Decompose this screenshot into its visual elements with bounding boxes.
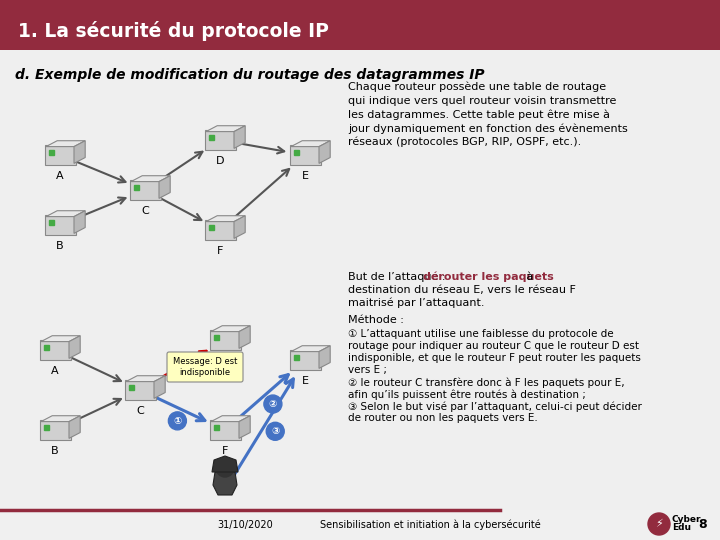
Text: E: E [302,376,308,387]
Polygon shape [291,346,330,352]
Text: But de l’attaque :: But de l’attaque : [348,272,449,282]
FancyBboxPatch shape [40,340,71,360]
Text: B: B [51,447,59,456]
Polygon shape [131,176,170,181]
Polygon shape [211,416,251,422]
FancyBboxPatch shape [0,50,720,510]
Polygon shape [46,141,85,146]
FancyBboxPatch shape [210,420,240,440]
Text: destination du réseau E, vers le réseau F: destination du réseau E, vers le réseau … [348,285,576,295]
Text: de router ou non les paquets vers E.: de router ou non les paquets vers E. [348,413,538,423]
Polygon shape [159,176,170,198]
Text: F: F [222,447,228,456]
Bar [44,424,49,430]
Text: ①: ① [174,416,181,426]
Polygon shape [319,346,330,368]
Polygon shape [239,326,251,348]
FancyBboxPatch shape [210,330,240,350]
Text: C: C [136,407,144,416]
FancyBboxPatch shape [45,215,76,235]
Polygon shape [74,211,85,233]
Text: A: A [56,171,64,181]
Polygon shape [41,416,80,422]
Polygon shape [234,215,246,238]
Text: 1. La sécurité du protocole IP: 1. La sécurité du protocole IP [18,21,329,41]
Text: ③: ③ [271,426,279,436]
FancyBboxPatch shape [167,352,243,382]
Bar [49,150,54,154]
Text: ③ Selon le but visé par l’attaquant, celui-ci peut décider: ③ Selon le but visé par l’attaquant, cel… [348,401,642,411]
Polygon shape [319,141,330,164]
Polygon shape [206,215,246,221]
Polygon shape [212,456,238,472]
Text: B: B [56,241,64,252]
Bar [209,134,214,140]
Polygon shape [69,336,80,359]
Text: afin qu’ils puissent être routés à destination ;: afin qu’ils puissent être routés à desti… [348,389,586,400]
Bar [294,150,299,154]
Text: routage pour indiquer au routeur C que le routeur D est: routage pour indiquer au routeur C que l… [348,341,639,351]
FancyBboxPatch shape [289,350,320,370]
Polygon shape [213,472,237,495]
Text: A: A [51,367,59,376]
Text: Edu: Edu [672,523,691,532]
Text: Cyber: Cyber [672,516,701,524]
FancyBboxPatch shape [204,130,235,150]
Text: Méthode :: Méthode : [348,315,404,325]
Circle shape [216,459,234,477]
Circle shape [266,422,284,440]
FancyBboxPatch shape [289,145,320,165]
FancyBboxPatch shape [40,420,71,440]
Polygon shape [46,211,85,217]
Text: C: C [141,206,149,217]
Bar [294,355,299,360]
Text: d. Exemple de modification du routage des datagrammes IP: d. Exemple de modification du routage de… [15,68,485,82]
Text: F: F [217,246,223,256]
Circle shape [168,412,186,430]
Polygon shape [154,376,165,399]
Bar [49,220,54,225]
Polygon shape [74,141,85,164]
Text: 31/10/2020: 31/10/2020 [217,520,273,530]
Bar [44,345,49,349]
Text: ②: ② [269,399,277,409]
Text: maitrisé par l’attaquant.: maitrisé par l’attaquant. [348,298,485,308]
Polygon shape [239,416,251,438]
Polygon shape [69,416,80,438]
Bar [134,185,139,190]
Text: 8: 8 [698,518,707,531]
Text: vers E ;: vers E ; [348,365,387,375]
Text: ⚡: ⚡ [655,519,663,529]
Text: Chaque routeur possède une table de routage
qui indique vers quel routeur voisin: Chaque routeur possède une table de rout… [348,82,628,147]
Circle shape [648,513,670,535]
Text: D: D [221,356,229,367]
FancyBboxPatch shape [204,220,235,240]
Text: ① L’attaquant utilise une faiblesse du protocole de: ① L’attaquant utilise une faiblesse du p… [348,329,613,339]
Text: dérouter les paquets: dérouter les paquets [423,272,554,282]
Text: à: à [523,272,534,282]
FancyBboxPatch shape [0,0,720,50]
Polygon shape [291,141,330,146]
Text: E: E [302,171,308,181]
Circle shape [264,395,282,413]
FancyBboxPatch shape [45,145,76,165]
Polygon shape [206,126,246,132]
Polygon shape [211,326,251,332]
Bar [129,384,134,389]
Polygon shape [126,376,165,382]
Text: Message: D est
indisponible: Message: D est indisponible [173,357,237,377]
Text: D: D [216,157,224,166]
Polygon shape [41,336,80,342]
Bar [209,225,214,230]
FancyBboxPatch shape [130,180,161,200]
Text: Sensibilisation et initiation à la cybersécurité: Sensibilisation et initiation à la cyber… [320,519,541,530]
FancyBboxPatch shape [125,380,156,400]
Polygon shape [234,126,246,148]
Bar [214,335,219,340]
Text: indisponible, et que le routeur F peut router les paquets: indisponible, et que le routeur F peut r… [348,353,641,363]
Bar [214,424,219,430]
Text: ② le routeur C transfère donc à F les paquets pour E,: ② le routeur C transfère donc à F les pa… [348,377,625,388]
Text: ✕: ✕ [178,357,197,377]
